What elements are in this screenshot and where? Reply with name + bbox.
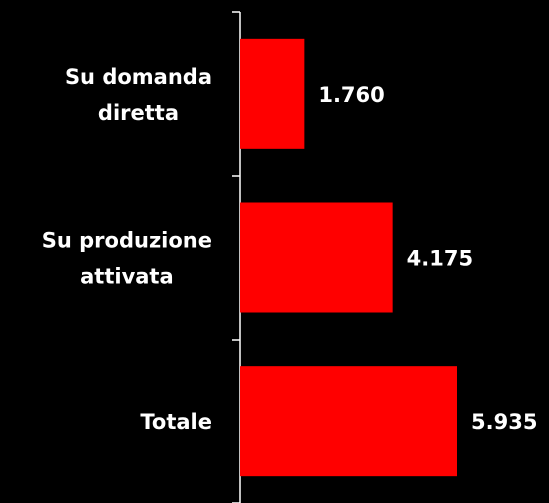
bar	[240, 366, 457, 477]
category-label: attivata	[80, 265, 174, 289]
bar	[240, 38, 305, 149]
category-label: Su domanda	[65, 65, 212, 89]
category-label: Totale	[140, 410, 212, 434]
category-label: Su produzione	[42, 229, 212, 253]
value-label: 5.935	[471, 410, 537, 434]
bar	[240, 202, 393, 313]
value-label: 4.175	[407, 247, 473, 271]
category-label: diretta	[98, 101, 179, 125]
value-label: 1.760	[318, 83, 384, 107]
